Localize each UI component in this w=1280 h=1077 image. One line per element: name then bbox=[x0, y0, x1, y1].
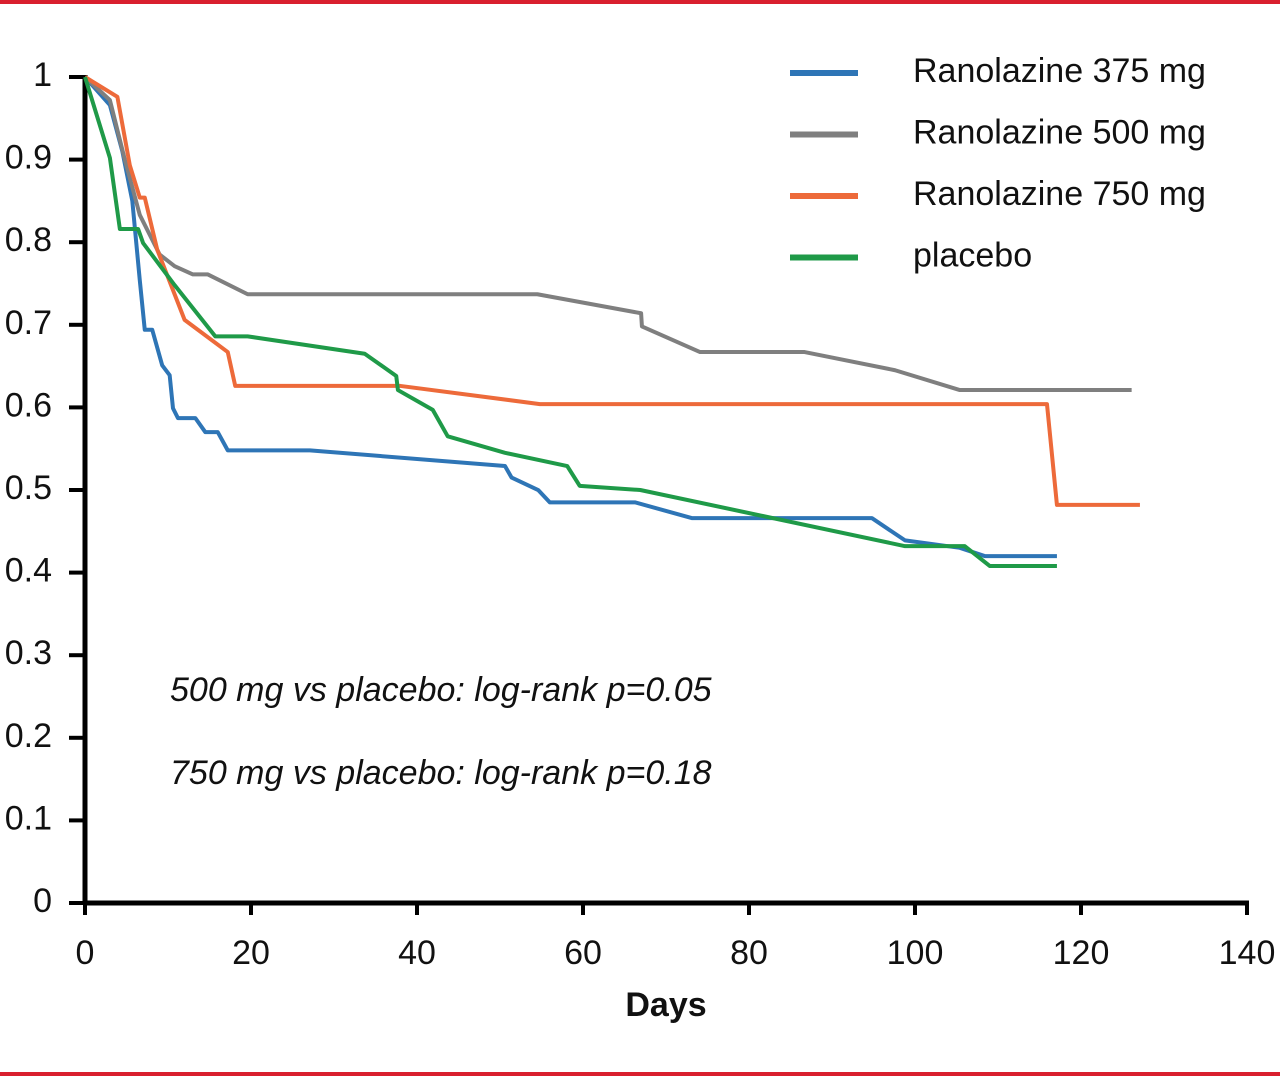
y-tick-label: 0.5 bbox=[5, 469, 52, 507]
series-line bbox=[83, 76, 1057, 568]
series-line bbox=[83, 75, 1057, 559]
x-tick-label: 120 bbox=[1053, 934, 1110, 972]
x-tick-label: 100 bbox=[887, 934, 944, 972]
legend-label: Ranolazine 375 mg bbox=[913, 52, 1206, 90]
y-tick-label: 0.2 bbox=[5, 717, 52, 755]
annotation: 500 mg vs placebo: log-rank p=0.05 bbox=[170, 671, 712, 709]
x-tick-label: 80 bbox=[730, 934, 768, 972]
x-tick-label: 0 bbox=[76, 934, 95, 972]
x-tick-label: 20 bbox=[232, 934, 270, 972]
x-tick-label: 60 bbox=[564, 934, 602, 972]
x-tick-label: 140 bbox=[1219, 934, 1276, 972]
y-tick-label: 0.6 bbox=[5, 386, 52, 424]
y-tick-label: 0.3 bbox=[5, 634, 52, 672]
legend-label: Ranolazine 750 mg bbox=[913, 175, 1206, 213]
x-tick-label: 40 bbox=[398, 934, 436, 972]
legend-label: Ranolazine 500 mg bbox=[913, 113, 1206, 151]
annotation: 750 mg vs placebo: log-rank p=0.18 bbox=[170, 754, 712, 792]
y-tick-label: 0.1 bbox=[5, 799, 52, 837]
series-line bbox=[83, 75, 1132, 393]
y-tick-label: 0.7 bbox=[5, 304, 52, 342]
y-tick-label: 0.8 bbox=[5, 221, 52, 259]
x-axis-label: Days bbox=[625, 986, 706, 1024]
series-line bbox=[83, 75, 1140, 507]
y-tick-label: 0 bbox=[33, 882, 52, 920]
y-tick-label: 0.4 bbox=[5, 552, 52, 590]
y-tick-label: 1 bbox=[33, 56, 52, 94]
legend-label: placebo bbox=[913, 236, 1032, 274]
y-tick-label: 0.9 bbox=[5, 139, 52, 177]
